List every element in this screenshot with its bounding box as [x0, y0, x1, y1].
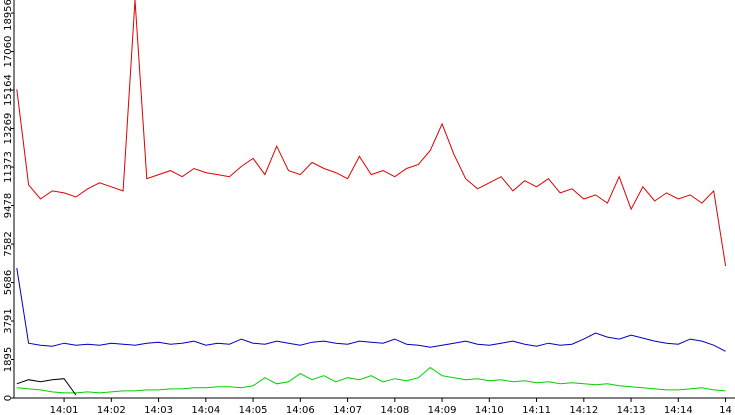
y-tick-label: 17060 — [3, 36, 14, 68]
y-tick-label: 7582 — [3, 231, 14, 256]
y-tick-label: 5686 — [3, 270, 14, 295]
x-tick-label: 14:02 — [97, 405, 126, 415]
series-line — [16, 378, 77, 396]
y-tick-label: 11373 — [3, 151, 14, 183]
y-tick-label: 3791 — [3, 308, 14, 333]
series-line — [16, 0, 727, 267]
x-tick-label: 14:08 — [380, 405, 409, 415]
y-tick-label: 1895 — [3, 347, 14, 372]
x-tick-label: 14:14 — [664, 405, 693, 415]
x-tick-label: 14:10 — [475, 405, 504, 415]
y-tick-label: 0 — [3, 395, 14, 401]
x-tick-label: 14:11 — [522, 405, 551, 415]
y-tick-label: 13269 — [3, 113, 14, 145]
x-tick-label: 14:07 — [333, 405, 362, 415]
x-tick-label: 14:06 — [286, 405, 315, 415]
x-tick-label: 14:05 — [239, 405, 268, 415]
y-tick-label: 15164 — [3, 74, 14, 106]
x-tick-label: 14:01 — [50, 405, 79, 415]
x-tick-label: 14 — [719, 405, 732, 415]
x-tick-label: 14:04 — [191, 405, 220, 415]
x-tick-label: 14:03 — [144, 405, 173, 415]
series-line — [16, 366, 726, 394]
series-line — [16, 267, 726, 352]
x-tick-label: 14:13 — [617, 405, 646, 415]
y-tick-label: 18956 — [3, 0, 14, 31]
x-tick-label: 14:12 — [569, 405, 598, 415]
x-tick-label: 14:09 — [428, 405, 457, 415]
y-tick-label: 9478 — [3, 193, 14, 218]
